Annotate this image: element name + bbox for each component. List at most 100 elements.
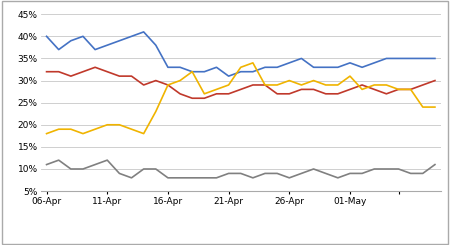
Conservative — [56, 48, 61, 51]
Liberal Democrats — [287, 79, 292, 82]
Conservative — [80, 35, 86, 38]
Other — [56, 159, 61, 162]
Other — [177, 176, 183, 179]
Conservative — [189, 70, 195, 73]
Liberal Democrats — [396, 88, 401, 91]
Conservative — [202, 70, 207, 73]
Liberal Democrats — [335, 84, 341, 86]
Liberal Democrats — [44, 132, 49, 135]
Liberal Democrats — [117, 123, 122, 126]
Liberal Democrats — [250, 61, 256, 64]
Other — [420, 172, 426, 175]
Conservative — [432, 57, 438, 60]
Other — [165, 176, 171, 179]
Liberal Democrats — [56, 128, 61, 131]
Conservative — [274, 66, 280, 69]
Conservative — [129, 35, 134, 38]
Liberal Democrats — [420, 106, 426, 109]
Labour — [56, 70, 61, 73]
Conservative — [44, 35, 49, 38]
Liberal Democrats — [372, 84, 377, 86]
Other — [372, 168, 377, 171]
Labour — [335, 92, 341, 95]
Conservative — [299, 57, 304, 60]
Liberal Democrats — [68, 128, 73, 131]
Liberal Democrats — [153, 110, 158, 113]
Labour — [420, 84, 426, 86]
Other — [311, 168, 316, 171]
Other — [347, 172, 353, 175]
Liberal Democrats — [129, 128, 134, 131]
Labour — [104, 70, 110, 73]
Other — [262, 172, 268, 175]
Labour — [323, 92, 328, 95]
Conservative — [323, 66, 328, 69]
Other — [274, 172, 280, 175]
Other — [153, 168, 158, 171]
Conservative — [226, 75, 231, 78]
Line: Other: Other — [46, 160, 435, 178]
Labour — [347, 88, 353, 91]
Other — [202, 176, 207, 179]
Conservative — [372, 61, 377, 64]
Conservative — [287, 61, 292, 64]
Labour — [189, 97, 195, 100]
Conservative — [408, 57, 414, 60]
Other — [238, 172, 243, 175]
Conservative — [238, 70, 243, 73]
Line: Conservative: Conservative — [46, 32, 435, 76]
Other — [68, 168, 73, 171]
Conservative — [262, 66, 268, 69]
Labour — [360, 84, 365, 86]
Other — [408, 172, 414, 175]
Other — [226, 172, 231, 175]
Labour — [396, 88, 401, 91]
Labour — [165, 84, 171, 86]
Labour — [129, 75, 134, 78]
Other — [189, 176, 195, 179]
Other — [299, 172, 304, 175]
Liberal Democrats — [323, 84, 328, 86]
Conservative — [347, 61, 353, 64]
Liberal Democrats — [141, 132, 146, 135]
Conservative — [104, 44, 110, 47]
Conservative — [250, 70, 256, 73]
Conservative — [335, 66, 341, 69]
Other — [323, 172, 328, 175]
Other — [44, 163, 49, 166]
Labour — [117, 75, 122, 78]
Other — [104, 159, 110, 162]
Labour — [214, 92, 219, 95]
Labour — [372, 88, 377, 91]
Liberal Democrats — [262, 84, 268, 86]
Liberal Democrats — [384, 84, 389, 86]
Conservative — [92, 48, 98, 51]
Liberal Democrats — [165, 84, 171, 86]
Other — [396, 168, 401, 171]
Other — [92, 163, 98, 166]
Liberal Democrats — [177, 79, 183, 82]
Other — [80, 168, 86, 171]
Conservative — [141, 30, 146, 33]
Labour — [202, 97, 207, 100]
Labour — [44, 70, 49, 73]
Other — [141, 168, 146, 171]
Conservative — [177, 66, 183, 69]
Conservative — [153, 44, 158, 47]
Labour — [408, 88, 414, 91]
Liberal Democrats — [189, 70, 195, 73]
Conservative — [360, 66, 365, 69]
Conservative — [68, 39, 73, 42]
Liberal Democrats — [347, 75, 353, 78]
Labour — [68, 75, 73, 78]
Liberal Democrats — [299, 84, 304, 86]
Other — [432, 163, 438, 166]
Conservative — [396, 57, 401, 60]
Labour — [226, 92, 231, 95]
Liberal Democrats — [226, 84, 231, 86]
Liberal Democrats — [92, 128, 98, 131]
Conservative — [420, 57, 426, 60]
Line: Liberal Democrats: Liberal Democrats — [46, 63, 435, 134]
Liberal Democrats — [80, 132, 86, 135]
Labour — [287, 92, 292, 95]
